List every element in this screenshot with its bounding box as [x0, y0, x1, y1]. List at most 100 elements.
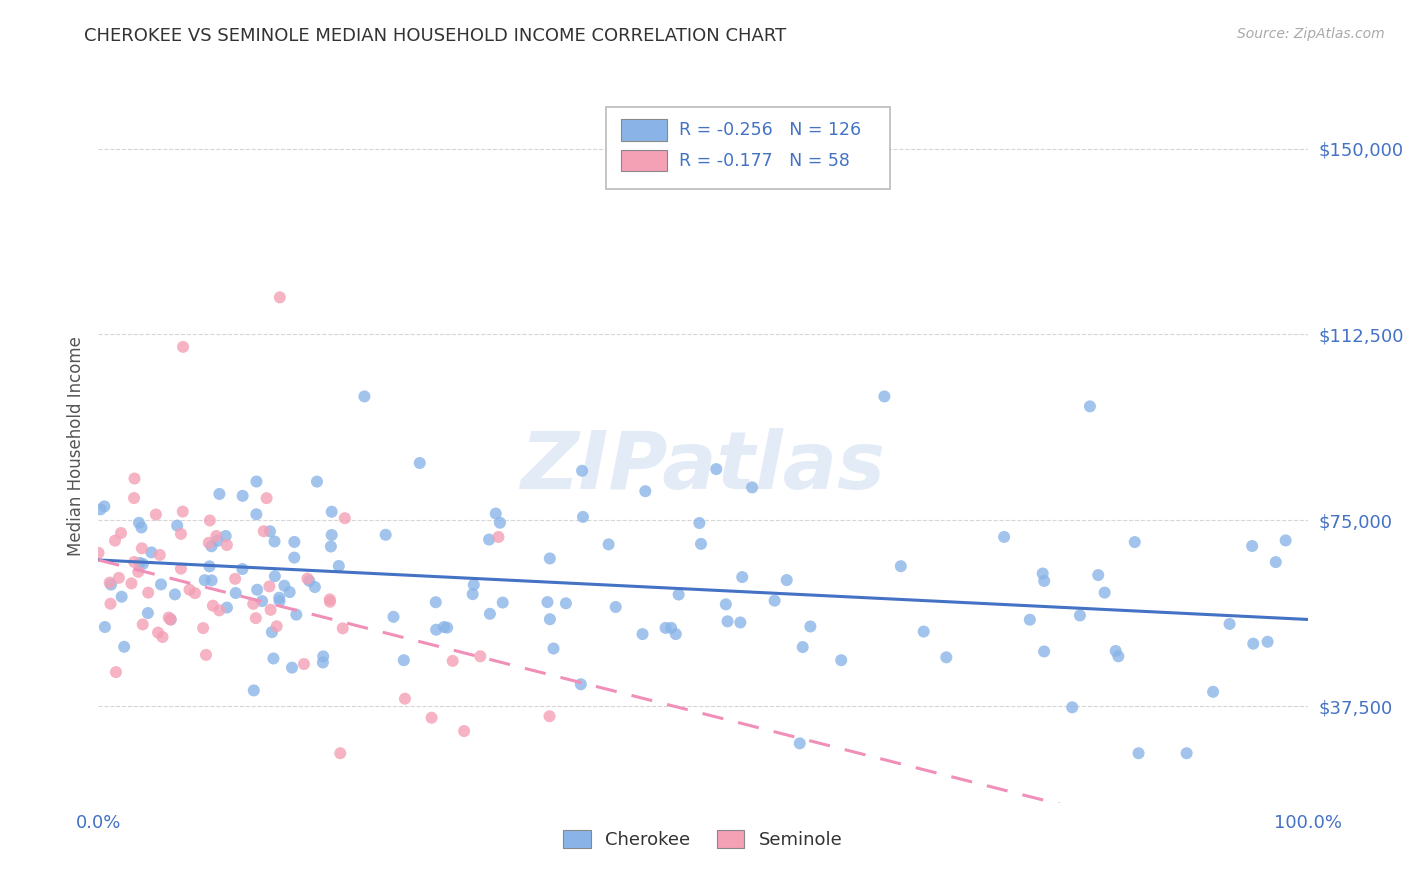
Point	[463, 578, 485, 592]
Point	[312, 656, 335, 670]
Point	[634, 484, 657, 499]
Point	[122, 491, 145, 505]
Point	[690, 537, 713, 551]
Point	[195, 648, 218, 662]
Point	[631, 627, 654, 641]
Point	[716, 615, 738, 629]
Point	[353, 389, 375, 403]
Point	[1128, 746, 1150, 760]
Point	[374, 528, 396, 542]
Point	[262, 651, 284, 665]
Point	[120, 576, 142, 591]
Point	[253, 524, 276, 539]
Point	[170, 561, 193, 575]
Point	[124, 471, 146, 485]
Point	[538, 551, 561, 566]
Point	[1062, 700, 1084, 714]
Point	[328, 558, 350, 573]
Point	[243, 683, 266, 698]
Point	[470, 649, 492, 664]
Point	[205, 529, 228, 543]
Point	[191, 621, 214, 635]
Point	[488, 530, 510, 544]
Text: Source: ZipAtlas.com: Source: ZipAtlas.com	[1237, 27, 1385, 41]
Point	[172, 505, 194, 519]
Point	[136, 606, 159, 620]
Point	[776, 573, 799, 587]
Point	[200, 539, 222, 553]
Point	[128, 516, 150, 530]
Point	[492, 596, 515, 610]
Point	[714, 598, 737, 612]
Point	[890, 559, 912, 574]
Point	[201, 599, 224, 613]
Point	[159, 612, 181, 626]
Y-axis label: Median Household Income: Median Household Income	[66, 336, 84, 556]
FancyBboxPatch shape	[606, 107, 890, 189]
Point	[912, 624, 935, 639]
Point	[453, 724, 475, 739]
Point	[283, 535, 305, 549]
Point	[157, 610, 180, 624]
Point	[433, 620, 456, 634]
Point	[319, 592, 342, 607]
Point	[208, 487, 231, 501]
Point	[297, 572, 319, 586]
Point	[688, 516, 710, 530]
Point	[269, 594, 291, 608]
Point	[250, 594, 273, 608]
Point	[543, 641, 565, 656]
Point	[799, 619, 821, 633]
Point	[461, 587, 484, 601]
Point	[1094, 585, 1116, 599]
Point	[149, 548, 172, 562]
Point	[122, 555, 145, 569]
Point	[194, 573, 217, 587]
Point	[730, 615, 752, 630]
Point	[110, 526, 132, 541]
Point	[1175, 746, 1198, 760]
Point	[668, 588, 690, 602]
Point	[659, 621, 682, 635]
Point	[166, 518, 188, 533]
Point	[246, 582, 269, 597]
Point	[100, 597, 122, 611]
Point	[201, 574, 224, 588]
Point	[329, 746, 352, 760]
Point	[136, 585, 159, 599]
Point	[789, 736, 811, 750]
Point	[792, 640, 814, 654]
Point	[332, 621, 354, 635]
Point	[731, 570, 754, 584]
Point	[478, 607, 501, 621]
Point	[1219, 616, 1241, 631]
Text: R = -0.177   N = 58: R = -0.177 N = 58	[679, 152, 849, 169]
Point	[215, 529, 238, 543]
Point	[127, 565, 149, 579]
Point	[242, 597, 264, 611]
Point	[321, 505, 343, 519]
Point	[392, 653, 415, 667]
Point	[259, 579, 281, 593]
Point	[108, 571, 131, 585]
Point	[146, 625, 169, 640]
Point	[1241, 539, 1264, 553]
Point	[215, 538, 238, 552]
Point	[131, 520, 153, 534]
Point	[104, 533, 127, 548]
Point	[281, 661, 304, 675]
Bar	[621, 120, 666, 141]
Point	[598, 537, 620, 551]
Point	[93, 500, 115, 514]
Point	[98, 575, 121, 590]
Legend: Cherokee, Seminole: Cherokee, Seminole	[554, 821, 852, 858]
Point	[145, 508, 167, 522]
Point	[94, 620, 117, 634]
Text: CHEROKEE VS SEMINOLE MEDIAN HOUSEHOLD INCOME CORRELATION CHART: CHEROKEE VS SEMINOLE MEDIAN HOUSEHOLD IN…	[84, 27, 786, 45]
Point	[163, 587, 186, 601]
Point	[538, 709, 561, 723]
Point	[273, 579, 295, 593]
Point	[111, 590, 134, 604]
Point	[278, 585, 301, 599]
Point	[260, 625, 283, 640]
